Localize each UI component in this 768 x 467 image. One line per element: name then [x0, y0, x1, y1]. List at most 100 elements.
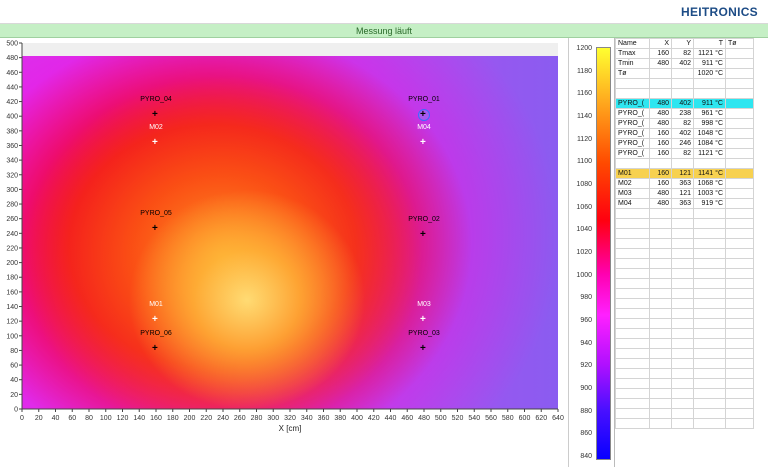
table-row[interactable]: Tmax 160 82 1121 °C [615, 48, 754, 59]
table-cell-empty [615, 358, 650, 369]
table-cell-y: 402 [671, 58, 694, 69]
marker-m01[interactable]: + M01 [149, 301, 163, 325]
table-cell-empty [649, 408, 672, 419]
x-tick-label: 520 [452, 415, 464, 422]
col-header-tavg[interactable]: Tø [725, 38, 754, 49]
table-cell-t: 1068 °C [693, 178, 726, 189]
marker-pyro_06[interactable]: + PYRO_06 [140, 330, 172, 354]
crosshair-icon: + [152, 342, 158, 354]
measurement-table-panel: Name X Y T Tø Tmax 160 82 1121 °C Tmin 480 402… [614, 38, 768, 467]
marker-m03[interactable]: + M03 [417, 301, 431, 325]
x-tick-label: 40 [52, 415, 60, 422]
table-cell-empty [649, 218, 672, 229]
table-cell-empty [649, 338, 672, 349]
table-row[interactable]: PYRO_(160 82 1121 °C [615, 148, 754, 159]
table-cell-x: 160 [649, 148, 672, 159]
x-tick-label: 460 [401, 415, 413, 422]
table-cell-t: 919 °C [693, 198, 726, 209]
table-spacer-row [615, 158, 754, 169]
table-row[interactable]: PYRO_(480 238 961 °C [615, 108, 754, 119]
table-row[interactable]: M01 160 121 1141 °C [615, 168, 754, 179]
marker-pyro_04[interactable]: + PYRO_04 [140, 96, 172, 120]
table-row[interactable]: PYRO_(480 402 911 °C [615, 98, 754, 109]
marker-m04[interactable]: + M04 [417, 124, 431, 148]
table-cell-y: 246 [671, 138, 694, 149]
crosshair-icon: + [152, 222, 158, 234]
table-cell-empty [671, 208, 694, 219]
col-header-y[interactable]: Y [671, 38, 694, 49]
table-row[interactable]: M02 160 363 1068 °C [615, 178, 754, 189]
table-cell-empty [693, 328, 726, 339]
table-cell-t: 911 °C [693, 58, 726, 69]
marker-pyro_02[interactable]: + PYRO_02 [408, 216, 440, 240]
table-spacer-row [615, 268, 754, 279]
table-spacer-row [615, 278, 754, 289]
table-cell-empty [671, 158, 694, 169]
table-cell-empty [671, 358, 694, 369]
table-cell-empty [649, 258, 672, 269]
table-cell-t: 1003 °C [693, 188, 726, 199]
table-cell-empty [725, 78, 754, 89]
table-spacer-row [615, 378, 754, 389]
table-row[interactable]: M04 480 363 919 °C [615, 198, 754, 209]
table-row[interactable]: PYRO_(160 246 1084 °C [615, 138, 754, 149]
table-cell-empty [671, 268, 694, 279]
table-cell-empty [649, 318, 672, 329]
table-row[interactable]: Tmin 480 402 911 °C [615, 58, 754, 69]
table-cell-x: 480 [649, 118, 672, 129]
col-header-t[interactable]: T [693, 38, 726, 49]
marker-m02[interactable]: + M02 [149, 124, 163, 148]
table-cell-empty [671, 408, 694, 419]
x-tick-label: 260 [234, 415, 246, 422]
table-row[interactable]: Tø 1020 °C [615, 68, 754, 79]
table-cell-empty [693, 338, 726, 349]
y-tick-label: 200 [6, 260, 18, 267]
marker-pyro_05[interactable]: + PYRO_05 [140, 210, 172, 234]
table-cell-empty [649, 238, 672, 249]
col-header-name[interactable]: Name [615, 38, 650, 49]
x-tick-label: 380 [334, 415, 346, 422]
scale-tick-label: 980 [580, 294, 592, 302]
table-row[interactable]: PYRO_(160 402 1048 °C [615, 128, 754, 139]
table-cell-empty [615, 268, 650, 279]
table-cell-t: 1084 °C [693, 138, 726, 149]
y-tick-label: 20 [10, 392, 18, 399]
table-cell-empty [649, 328, 672, 339]
x-tick-label: 500 [435, 415, 447, 422]
x-tick-label: 620 [535, 415, 547, 422]
table-cell-empty [615, 398, 650, 409]
table-cell-empty [671, 328, 694, 339]
table-cell-t: 998 °C [693, 118, 726, 129]
marker-pyro_03[interactable]: + PYRO_03 [408, 330, 440, 354]
selection-ring-icon [418, 108, 430, 121]
table-cell-x: 160 [649, 178, 672, 189]
table-cell-empty [725, 348, 754, 359]
table-cell-empty [725, 408, 754, 419]
table-cell-d [725, 148, 754, 159]
table-cell-empty [693, 318, 726, 329]
table-row[interactable]: PYRO_(480 82 998 °C [615, 118, 754, 129]
scale-tick-label: 1160 [576, 90, 592, 98]
crosshair-icon: + [420, 342, 426, 354]
table-spacer-row [615, 258, 754, 269]
table-cell-empty [725, 218, 754, 229]
table-row[interactable]: M03 480 121 1003 °C [615, 188, 754, 199]
col-header-x[interactable]: X [649, 38, 672, 49]
table-cell-empty [671, 398, 694, 409]
y-tick-label: 100 [6, 333, 18, 340]
x-tick-label: 220 [200, 415, 212, 422]
marker-pyro_01[interactable]: + PYRO_01 [408, 96, 440, 121]
heatmap-canvas[interactable] [22, 56, 558, 409]
x-tick-label: 200 [184, 415, 196, 422]
table-cell-empty [615, 228, 650, 239]
scale-tick-label: 1180 [576, 67, 592, 75]
table-cell-empty [649, 388, 672, 399]
table-cell-empty [615, 288, 650, 299]
table-cell-t: 1121 °C [693, 148, 726, 159]
table-cell-empty [671, 258, 694, 269]
table-cell-empty [671, 378, 694, 389]
table-cell-name: PYRO_( [615, 138, 650, 149]
marker-label: M01 [149, 301, 163, 309]
table-cell-y: 363 [671, 178, 694, 189]
table-cell-empty [693, 398, 726, 409]
